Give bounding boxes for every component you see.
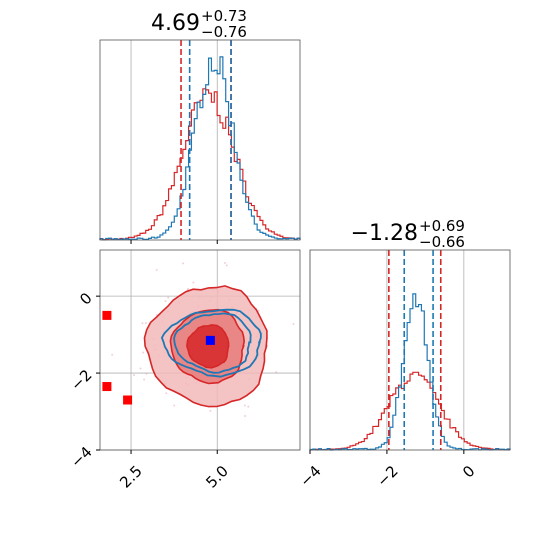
title-minus: −0.76 bbox=[201, 23, 247, 41]
title-plus: +0.69 bbox=[419, 217, 465, 235]
scatter-point bbox=[257, 309, 260, 312]
scatter-point bbox=[247, 405, 250, 408]
scatter-point bbox=[225, 264, 228, 267]
x-tick-label: 2.5 bbox=[116, 462, 146, 492]
y-tick-label: 0 bbox=[76, 289, 95, 308]
title-minus: −0.66 bbox=[419, 233, 465, 251]
scatter-point bbox=[141, 322, 144, 325]
panel-frame bbox=[99, 39, 301, 241]
truth-marker bbox=[102, 382, 112, 392]
contour-red bbox=[186, 324, 230, 369]
tick-labels: 2.5 5.0 0 −2 −4 −4 −2 0 bbox=[67, 39, 511, 492]
scatter-point bbox=[145, 372, 148, 375]
scatter-point bbox=[143, 378, 146, 381]
scatter-point bbox=[155, 269, 158, 272]
truth-marker bbox=[205, 335, 215, 345]
hist-red-2 bbox=[309, 371, 511, 451]
title-plus: +0.73 bbox=[201, 7, 247, 25]
scatter-point bbox=[139, 367, 142, 370]
panel-2d bbox=[100, 250, 300, 451]
scatter-point bbox=[209, 409, 212, 412]
contour-blue bbox=[173, 312, 252, 374]
title-param-2: −1.28 +0.69 −0.66 bbox=[351, 217, 465, 251]
panel-hist-2 bbox=[309, 250, 511, 451]
scatter-point bbox=[275, 371, 278, 374]
scatter-point bbox=[165, 392, 168, 395]
scatter-point bbox=[223, 261, 226, 264]
truth-marker bbox=[123, 395, 133, 405]
scatter-point bbox=[111, 353, 114, 356]
title-value: −1.28 bbox=[351, 221, 418, 246]
scatter-point bbox=[144, 322, 147, 325]
y-tick-label: −4 bbox=[67, 443, 95, 471]
contour-blue bbox=[160, 308, 262, 378]
panel-frame bbox=[99, 249, 301, 451]
scatter-point bbox=[187, 287, 190, 290]
x2-tick-label: −4 bbox=[296, 462, 324, 490]
hist-red-1 bbox=[99, 88, 301, 241]
scatter-point bbox=[243, 404, 246, 407]
hist-blue-2 bbox=[309, 293, 511, 451]
truth-marker bbox=[102, 310, 112, 320]
scatter-point bbox=[192, 281, 195, 284]
title-param-1: 4.69 +0.73 −0.76 bbox=[151, 7, 247, 41]
x-tick-label: 5.0 bbox=[202, 462, 232, 492]
scatter-point bbox=[142, 351, 145, 354]
scatter-point bbox=[244, 415, 247, 418]
scatter-point bbox=[292, 323, 295, 326]
scatter-point bbox=[182, 262, 185, 265]
scatter-point bbox=[132, 373, 135, 376]
scatter-point bbox=[167, 296, 170, 299]
x2-tick-label: 0 bbox=[459, 462, 478, 481]
panel-hist-1 bbox=[99, 40, 301, 241]
x2-tick-label: −2 bbox=[373, 462, 401, 490]
title-value: 4.69 bbox=[151, 11, 200, 36]
scatter-point bbox=[164, 300, 167, 303]
hist-blue-1 bbox=[99, 56, 301, 241]
panel-frame bbox=[309, 249, 511, 451]
y-tick-label: −2 bbox=[67, 366, 95, 394]
scatter-point bbox=[173, 404, 176, 407]
